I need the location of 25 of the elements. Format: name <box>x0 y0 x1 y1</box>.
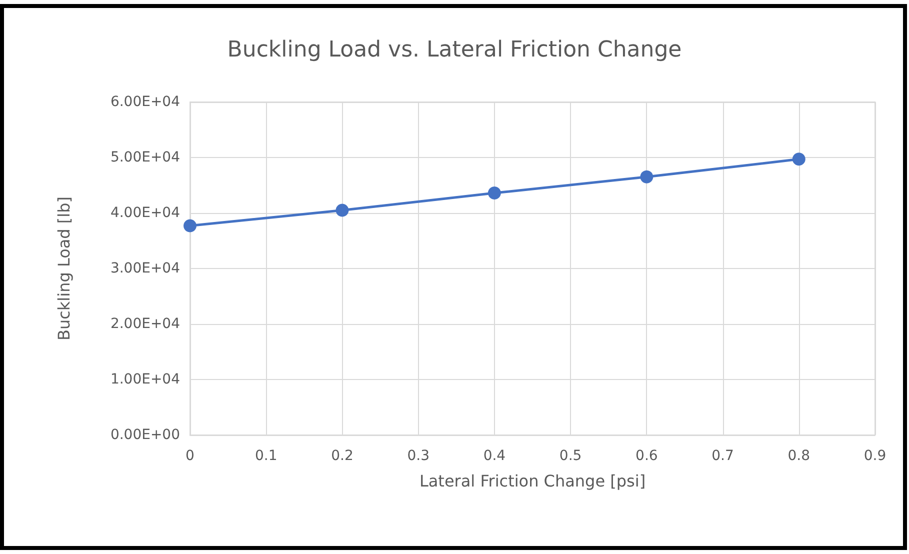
x-tick-label: 0.4 <box>483 448 506 464</box>
x-tick-label: 0.7 <box>712 448 734 464</box>
x-tick-label: 0.1 <box>254 448 278 464</box>
y-tick-label: 1.00E+04 <box>110 372 180 388</box>
x-tick-label: 0.9 <box>864 448 886 464</box>
y-tick-label: 2.00E+04 <box>110 316 180 332</box>
point <box>184 219 196 232</box>
x-tick-label: 0.6 <box>636 448 658 464</box>
x-tick-label: 0.8 <box>788 448 810 464</box>
y-tick-label: 4.00E+04 <box>110 205 180 221</box>
chart-title: Buckling Load vs. Lateral Friction Change <box>227 38 682 62</box>
x-tick-label: 0.2 <box>331 448 354 464</box>
y-axis-title: Buckling Load [lb] <box>54 196 74 341</box>
y-tick-label: 5.00E+04 <box>110 150 180 166</box>
y-tick-label: 6.00E+04 <box>110 94 180 110</box>
y-tick-label: 0.00E+00 <box>110 427 180 443</box>
y-tick-label: 3.00E+04 <box>110 260 180 276</box>
x-axis-title: Lateral Friction Change [psi] <box>419 472 646 490</box>
point <box>336 204 349 217</box>
point <box>640 170 654 184</box>
x-tick-label: 0.5 <box>559 448 582 464</box>
point <box>488 186 501 200</box>
x-tick-label: 0 <box>186 448 194 464</box>
x-tick-label: 0.3 <box>407 448 430 464</box>
point <box>792 152 806 166</box>
